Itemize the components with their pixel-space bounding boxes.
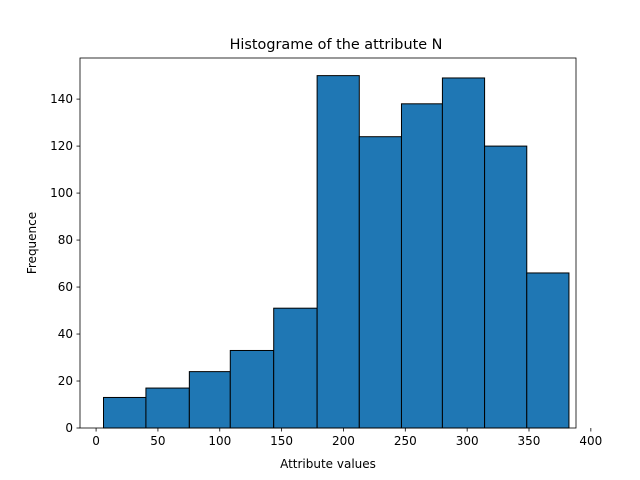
x-tick-label-3: 150	[270, 434, 293, 448]
y-tick-label-3: 60	[58, 280, 73, 294]
histogram-bar-4	[229, 349, 275, 429]
x-tick-label-8: 400	[579, 434, 602, 448]
x-tick-label-4: 200	[332, 434, 355, 448]
y-tick-label-1: 20	[58, 374, 73, 388]
x-tick-label-5: 250	[394, 434, 417, 448]
axes-frame	[79, 57, 577, 429]
chart-title: Histograme of the attribute N	[230, 37, 443, 53]
histogram-bar-10	[484, 145, 528, 429]
histogram-bar-5	[273, 307, 318, 429]
y-tick-label-7: 140	[50, 92, 73, 106]
x-tick-label-7: 350	[518, 434, 541, 448]
y-tick-label-0: 0	[65, 421, 73, 435]
bars-group	[103, 75, 570, 429]
histogram-bar-3	[188, 371, 231, 429]
x-tick-label-1: 50	[150, 434, 165, 448]
y-tick-label-4: 80	[58, 233, 73, 247]
x-tick-label-0: 0	[92, 434, 100, 448]
y-tick-label-2: 40	[58, 327, 73, 341]
y-axis-label: Frequence	[25, 212, 39, 274]
y-tick-label-6: 120	[50, 139, 73, 153]
histogram-bar-9	[441, 77, 486, 429]
histogram-bar-6	[316, 75, 360, 429]
histogram-bar-2	[145, 387, 190, 429]
x-tick-label-6: 300	[456, 434, 479, 448]
x-axis-label: Attribute values	[280, 457, 376, 471]
x-ticks: 0 50 100 150 200 250 300 350 400	[92, 428, 602, 448]
histogram-bar-7	[358, 136, 402, 429]
y-ticks: 0 20 40 60 80 100 120 140	[50, 92, 80, 435]
histogram-bar-1	[103, 396, 147, 429]
histogram-bar-11	[526, 272, 570, 429]
x-tick-label-2: 100	[208, 434, 231, 448]
y-tick-label-5: 100	[50, 186, 73, 200]
histogram-bar-8	[400, 103, 443, 429]
